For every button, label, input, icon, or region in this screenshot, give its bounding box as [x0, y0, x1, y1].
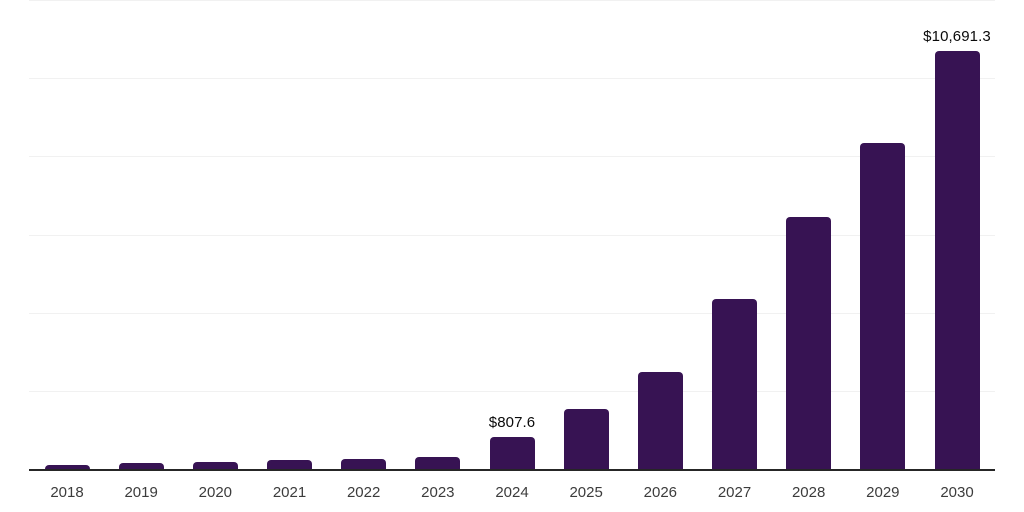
bar-2026[interactable] [637, 371, 683, 469]
x-tick-2030: 2030 [940, 484, 974, 501]
gridline-12000 [29, 0, 995, 1]
x-tick-2025: 2025 [569, 484, 603, 501]
bar-2023[interactable] [415, 457, 461, 469]
gridline-4000 [29, 312, 995, 314]
bar-2024[interactable] [489, 437, 535, 469]
value-label-2030: $10,691.3 [923, 28, 991, 46]
bar-2025[interactable] [563, 408, 609, 469]
x-tick-2023: 2023 [421, 484, 455, 501]
x-tick-2019: 2019 [124, 484, 158, 501]
bar-2018[interactable] [44, 464, 90, 469]
x-tick-2026: 2026 [643, 484, 678, 501]
x-axis-labels: 2018 2019 2020 2021 2022 2023 2024 2025 2026 2027… [29, 484, 995, 506]
bar-2020[interactable] [192, 461, 238, 469]
bar-2028[interactable] [786, 216, 832, 469]
bar-2022[interactable] [341, 459, 387, 469]
gridline-6000 [29, 234, 995, 236]
plot-area: $807.6 $10,691.3 [29, 0, 995, 471]
x-tick-2028: 2028 [791, 484, 826, 501]
bar-2027[interactable] [712, 298, 757, 469]
gridline-2000 [29, 390, 995, 392]
x-tick-2022: 2022 [346, 484, 381, 501]
x-tick-2020: 2020 [198, 484, 233, 501]
bar-2030[interactable] [934, 51, 980, 469]
x-tick-2029: 2029 [866, 484, 900, 501]
bar-2021[interactable] [267, 460, 312, 469]
x-tick-2027: 2027 [717, 484, 752, 501]
x-tick-2021: 2021 [272, 484, 307, 501]
x-tick-2018: 2018 [50, 484, 84, 501]
gridline-8000 [29, 156, 995, 158]
x-tick-2024: 2024 [495, 484, 529, 501]
value-label-2024: $807.6 [488, 414, 536, 432]
gridline-10000 [29, 78, 995, 80]
bar-2029[interactable] [860, 143, 906, 469]
bar-2019[interactable] [118, 463, 164, 469]
x-axis-line [29, 469, 995, 471]
